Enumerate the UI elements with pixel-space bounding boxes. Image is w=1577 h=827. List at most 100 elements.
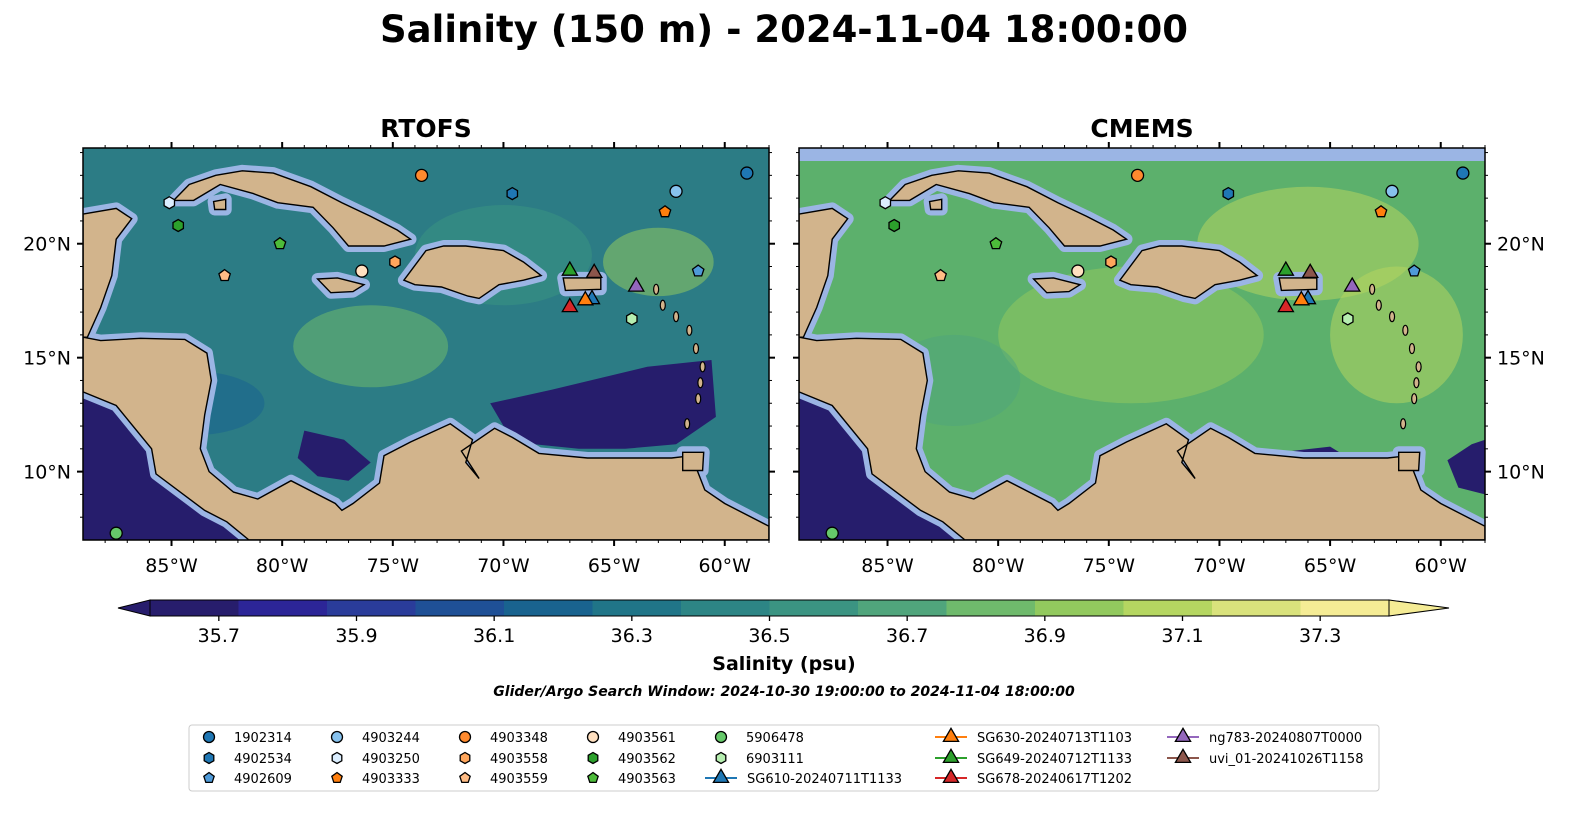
argo-float-4903558[interactable] [389, 255, 401, 269]
legend-marker-4903561[interactable] [586, 730, 600, 744]
island [1369, 283, 1376, 295]
argo-float-4903562[interactable] [172, 218, 185, 233]
glider-ng783[interactable] [1343, 276, 1361, 292]
lon-tick-label: 75°W [367, 555, 420, 577]
argo-float-4902609[interactable] [1407, 264, 1421, 277]
lon-tick-label: 75°W [1083, 555, 1136, 577]
argo-float-4903250[interactable] [163, 195, 176, 210]
legend-marker-sg649[interactable] [942, 748, 960, 764]
legend-marker-4903250[interactable] [331, 751, 343, 765]
map-panel-rtofs[interactable]: 85°W 80°W 75°W 70°W 65°W 60°W 10°N 15°N 20°N [23, 142, 775, 577]
legend-label: 5906478 [746, 731, 804, 746]
legend-label: SG678-20240617T1202 [977, 772, 1132, 787]
lon-tick-label: 65°W [588, 555, 641, 577]
argo-float-4903562[interactable] [888, 218, 901, 233]
island [1388, 311, 1396, 323]
map-panel-cmems[interactable]: 85°W 80°W 75°W 70°W 65°W 60°W 10°N 15°N 20°N [793, 142, 1545, 577]
legend-label: 4903561 [618, 731, 676, 746]
argo-float-4903244[interactable] [1385, 184, 1399, 198]
argo-float-4903558[interactable] [1105, 255, 1117, 269]
legend-frame [188, 724, 1380, 792]
glider-sg649[interactable] [561, 260, 579, 276]
legend-marker-sg678[interactable] [942, 768, 960, 784]
argo-float-5906478[interactable] [109, 526, 123, 540]
legend-marker-ng783[interactable] [1174, 727, 1192, 743]
legend-label: ng783-20240807T0000 [1209, 731, 1362, 746]
colorbar-tick-label: 35.7 [198, 625, 240, 647]
legend-marker-4903559[interactable] [459, 771, 471, 784]
argo-float-4902609[interactable] [691, 264, 705, 277]
legend-label: 6903111 [746, 752, 804, 767]
argo-float-4902534[interactable] [1222, 186, 1235, 201]
legend-label: 4902534 [234, 752, 292, 767]
legend-marker-4903333[interactable] [331, 771, 343, 784]
colorbar-tick-label: 35.9 [335, 625, 377, 647]
map-frame [82, 147, 770, 541]
argo-float-4903333[interactable] [1374, 204, 1388, 218]
legend-marker-4903558[interactable] [459, 751, 471, 765]
legend-marker-6903111[interactable] [715, 751, 727, 765]
argo-float-4903563[interactable] [273, 236, 287, 250]
argo-float-4903348[interactable] [1130, 168, 1145, 182]
argo-float-4903561[interactable] [355, 264, 369, 278]
island [699, 361, 706, 373]
colorbar-title: Salinity (psu) [712, 653, 855, 675]
colorbar-bin [769, 600, 859, 616]
colorbar-bin [327, 600, 416, 616]
legend-label: SG610-20240711T1133 [747, 772, 902, 787]
legend-marker-1902314[interactable] [202, 730, 216, 744]
land-jamaica [1032, 277, 1082, 294]
argo-float-1902314[interactable] [1456, 166, 1470, 180]
argo-float-5906478[interactable] [825, 526, 839, 540]
argo-float-4903561[interactable] [1071, 264, 1085, 278]
lat-tick-label: 15°N [1497, 348, 1545, 370]
argo-float-4903348[interactable] [414, 168, 429, 182]
island [1400, 418, 1407, 430]
colorbar-low-extend [117, 599, 151, 617]
legend-label: 4903559 [490, 772, 548, 787]
legend-marker-4903563[interactable] [587, 771, 599, 784]
colorbar-tick-label: 36.5 [748, 625, 790, 647]
legend-marker-4902609[interactable] [203, 771, 215, 784]
legend-marker-sg610[interactable] [712, 768, 730, 784]
legend-label: 4903562 [618, 752, 676, 767]
glider-sg649[interactable] [1277, 260, 1295, 276]
glider-uvi_01[interactable] [585, 263, 603, 279]
colorbar-bin [1300, 600, 1390, 616]
legend-marker-4903348[interactable] [458, 730, 472, 744]
glider-sg678[interactable] [561, 297, 579, 313]
glider-sg630[interactable] [576, 290, 595, 306]
argo-float-6903111[interactable] [625, 312, 638, 326]
legend-label: 4903333 [362, 772, 420, 787]
glider-sg630[interactable] [1292, 290, 1311, 306]
glider-uvi_01[interactable] [1301, 263, 1319, 279]
argo-float-4903333[interactable] [658, 204, 672, 218]
argo-float-4903559[interactable] [934, 268, 948, 282]
lon-tick-label: 70°W [477, 555, 530, 577]
colorbar-bin [1035, 600, 1124, 616]
legend-label: SG630-20240713T1103 [977, 731, 1132, 746]
argo-float-4903244[interactable] [669, 184, 683, 198]
argo-float-4903563[interactable] [989, 236, 1003, 250]
legend-marker-4903562[interactable] [587, 751, 599, 765]
glider-sg678[interactable] [1277, 297, 1295, 313]
legend-label: 4903563 [618, 772, 676, 787]
legend-marker-5906478[interactable] [714, 730, 728, 744]
legend-marker-4902534[interactable] [203, 751, 215, 765]
lon-tick-label: 60°W [1415, 555, 1468, 577]
argo-float-4902534[interactable] [506, 186, 519, 201]
legend-marker-4903244[interactable] [330, 730, 344, 744]
legend-marker-sg630[interactable] [942, 727, 960, 743]
island [1411, 393, 1418, 405]
map-frame [798, 147, 1486, 541]
argo-float-1902314[interactable] [740, 166, 754, 180]
argo-float-6903111[interactable] [1341, 312, 1354, 326]
glider-ng783[interactable] [627, 276, 645, 292]
colorbar-tick-label: 36.9 [1024, 625, 1066, 647]
lon-tick-label: 85°W [861, 555, 914, 577]
argo-float-4903250[interactable] [879, 195, 892, 210]
legend-marker-uvi_01[interactable] [1174, 748, 1192, 764]
colorbar-bin [858, 600, 947, 616]
argo-float-4903559[interactable] [218, 268, 232, 282]
